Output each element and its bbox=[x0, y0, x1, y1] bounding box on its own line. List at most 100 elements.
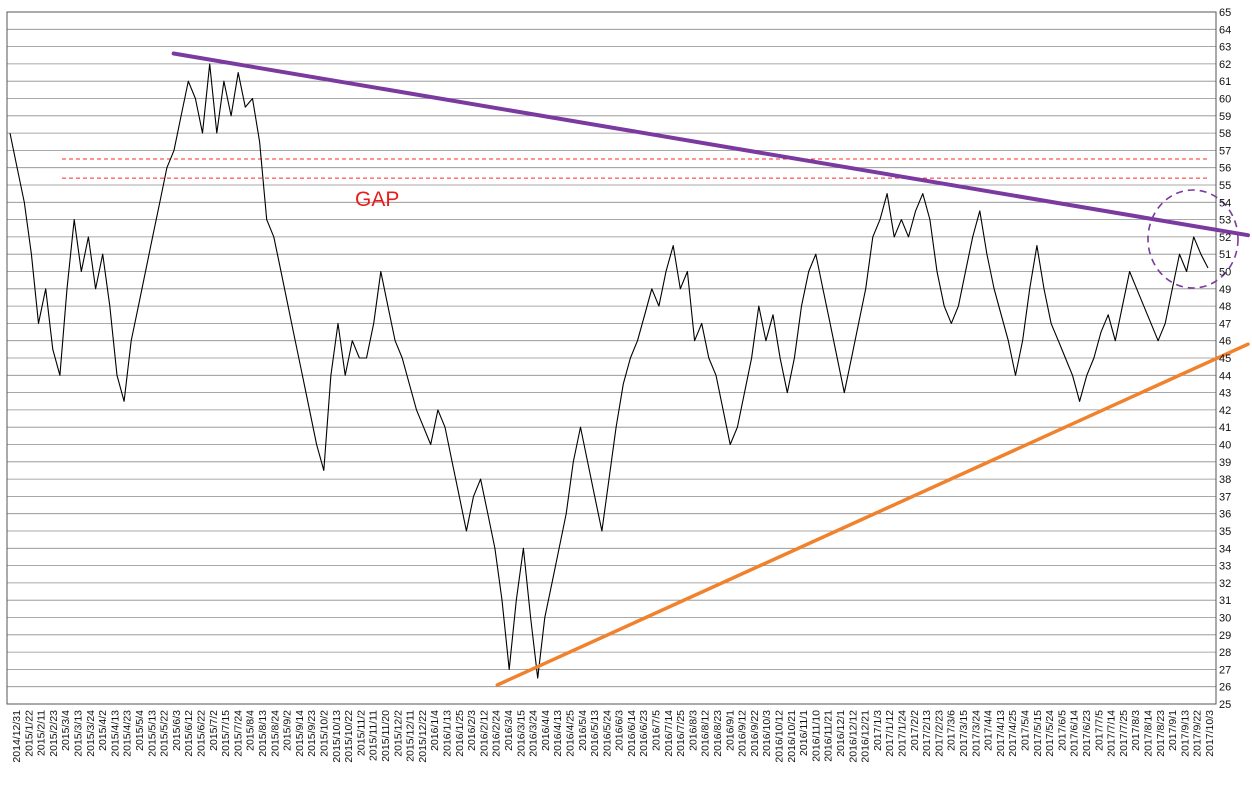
y-tick-label: 34 bbox=[1219, 543, 1231, 555]
x-tick-label: 2015/11/20 bbox=[380, 710, 392, 762]
y-tick-label: 29 bbox=[1219, 630, 1231, 642]
x-tick-label: 2015/7/24 bbox=[232, 710, 244, 757]
gap-lines bbox=[62, 158, 1207, 179]
y-tick-label: 35 bbox=[1219, 526, 1231, 538]
x-tick-label: 2017/2/2 bbox=[909, 710, 921, 751]
y-tick-label: 56 bbox=[1219, 163, 1231, 175]
y-tick-label: 25 bbox=[1219, 699, 1231, 711]
y-tick-label: 47 bbox=[1219, 318, 1231, 330]
x-tick-label: 2017/8/23 bbox=[1155, 710, 1167, 757]
x-tick-label: 2016/3/4 bbox=[503, 710, 515, 751]
x-tick-label: 2017/9/13 bbox=[1179, 710, 1191, 757]
x-tick-label: 2016/6/23 bbox=[638, 710, 650, 757]
y-tick-label: 51 bbox=[1219, 249, 1231, 261]
x-tick-label: 2016/8/12 bbox=[700, 710, 712, 757]
x-tick-label: 2015/9/23 bbox=[306, 710, 318, 757]
x-tick-label: 2017/5/15 bbox=[1032, 710, 1044, 757]
y-tick-label: 65 bbox=[1219, 7, 1231, 19]
x-tick-label: 2016/3/15 bbox=[515, 710, 527, 757]
x-tick-label: 2017/4/25 bbox=[1007, 710, 1019, 757]
x-tick-label: 2016/7/5 bbox=[651, 710, 663, 751]
price-line bbox=[9, 63, 1209, 679]
y-tick-label: 61 bbox=[1219, 76, 1231, 88]
x-tick-label: 2015/3/24 bbox=[85, 710, 97, 757]
y-tick-label: 60 bbox=[1219, 94, 1231, 106]
x-tick-label: 2016/11/1 bbox=[798, 710, 810, 756]
y-tick-label: 49 bbox=[1219, 284, 1231, 296]
y-tick-label: 38 bbox=[1219, 474, 1231, 486]
x-tick-label: 2016/4/13 bbox=[552, 710, 564, 757]
gap-label: GAP bbox=[355, 188, 399, 211]
x-tick-label: 2015/10/22 bbox=[343, 710, 355, 763]
x-tick-label: 2017/5/4 bbox=[1020, 710, 1032, 751]
x-tick-label: 2016/8/3 bbox=[687, 710, 699, 751]
x-tick-label: 2015/7/2 bbox=[208, 710, 220, 751]
x-tick-label: 2015/12/22 bbox=[417, 710, 429, 763]
support-trendline bbox=[495, 342, 1250, 687]
x-tick-label: 2016/4/4 bbox=[540, 710, 552, 751]
x-tick-label: 2015/1/22 bbox=[23, 710, 35, 757]
x-tick-label: 2017/7/14 bbox=[1106, 710, 1118, 757]
x-tick-label: 2016/10/3 bbox=[761, 710, 773, 757]
x-tick-label: 2016/5/24 bbox=[601, 710, 613, 757]
x-tick-label: 2016/12/21 bbox=[860, 710, 872, 763]
y-tick-label: 39 bbox=[1219, 457, 1231, 469]
x-tick-label: 2017/6/23 bbox=[1081, 710, 1093, 757]
x-tick-label: 2017/1/12 bbox=[884, 710, 896, 757]
x-tick-label: 2017/3/24 bbox=[970, 710, 982, 757]
x-tick-label: 2016/2/24 bbox=[491, 710, 503, 757]
x-tick-label: 2017/7/25 bbox=[1118, 710, 1130, 757]
x-tick-label: 2017/3/15 bbox=[958, 710, 970, 757]
y-tick-label: 46 bbox=[1219, 336, 1231, 348]
y-axis-tick-labels: 25 26 27 28 29 30 31 32 33 34 35 36 37 38 39 40 41 42 43 44… bbox=[1219, 7, 1231, 711]
x-tick-label: 2015/10/2 bbox=[319, 710, 331, 757]
x-tick-label: 2017/8/3 bbox=[1130, 710, 1142, 751]
x-tick-label: 2017/6/5 bbox=[1056, 710, 1068, 751]
x-tick-label: 2016/6/14 bbox=[626, 710, 638, 757]
x-tick-label: 2015/9/14 bbox=[294, 710, 306, 757]
x-tick-label: 2017/10/3 bbox=[1204, 710, 1216, 757]
y-tick-label: 58 bbox=[1219, 128, 1231, 140]
resistance-trendline bbox=[171, 51, 1250, 238]
x-tick-label: 2017/9/22 bbox=[1192, 710, 1204, 757]
x-tick-label: 2016/5/4 bbox=[577, 710, 589, 751]
y-tick-label: 31 bbox=[1219, 595, 1231, 607]
y-tick-label: 63 bbox=[1219, 42, 1231, 54]
x-tick-label: 2015/6/3 bbox=[171, 710, 183, 751]
y-tick-label: 64 bbox=[1219, 24, 1231, 36]
x-tick-label: 2017/7/5 bbox=[1093, 710, 1105, 751]
x-tick-label: 2015/3/13 bbox=[73, 710, 85, 757]
highlight-circle bbox=[1147, 189, 1239, 289]
x-tick-label: 2017/4/13 bbox=[995, 710, 1007, 757]
x-tick-label: 2016/1/13 bbox=[442, 710, 454, 757]
x-tick-label: 2016/2/3 bbox=[466, 710, 478, 751]
y-tick-label: 27 bbox=[1219, 664, 1231, 676]
x-tick-label: 2016/12/12 bbox=[847, 710, 859, 763]
y-tick-label: 62 bbox=[1219, 59, 1231, 71]
x-tick-label: 2015/6/12 bbox=[183, 710, 195, 757]
x-tick-label: 2015/11/11 bbox=[368, 710, 380, 761]
price-series bbox=[9, 63, 1209, 679]
y-tick-label: 59 bbox=[1219, 111, 1231, 123]
x-tick-label: 2017/2/13 bbox=[921, 710, 933, 757]
x-tick-label: 2015/9/2 bbox=[282, 710, 294, 751]
y-tick-label: 32 bbox=[1219, 578, 1231, 590]
x-tick-label: 2016/7/25 bbox=[675, 710, 687, 757]
x-tick-label: 2015/10/13 bbox=[331, 710, 343, 763]
y-tick-label: 50 bbox=[1219, 267, 1231, 279]
x-tick-label: 2017/1/3 bbox=[872, 710, 884, 751]
x-tick-label: 2015/5/4 bbox=[134, 710, 146, 751]
x-tick-label: 2015/2/23 bbox=[48, 710, 60, 757]
y-tick-label: 57 bbox=[1219, 145, 1231, 157]
y-tick-label: 55 bbox=[1219, 180, 1231, 192]
y-tick-label: 42 bbox=[1219, 405, 1231, 417]
x-tick-label: 2016/10/21 bbox=[786, 710, 798, 763]
x-tick-label: 2015/8/24 bbox=[269, 710, 281, 757]
x-tick-label: 2015/4/23 bbox=[122, 710, 134, 757]
x-tick-label: 2016/1/4 bbox=[429, 710, 441, 751]
y-tick-label: 45 bbox=[1219, 353, 1231, 365]
x-tick-label: 2016/4/25 bbox=[565, 710, 577, 757]
y-tick-label: 41 bbox=[1219, 422, 1231, 434]
x-tick-label: 2017/2/23 bbox=[933, 710, 945, 757]
x-tick-label: 2016/2/12 bbox=[478, 710, 490, 757]
